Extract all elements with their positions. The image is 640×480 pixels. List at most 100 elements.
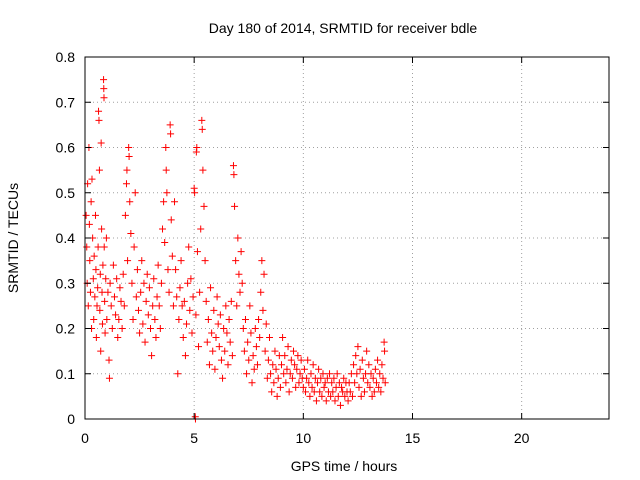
data-point bbox=[216, 311, 224, 319]
data-point bbox=[215, 343, 223, 351]
data-point bbox=[164, 266, 172, 274]
data-point bbox=[175, 315, 183, 323]
data-point bbox=[335, 379, 343, 387]
data-point bbox=[331, 397, 339, 405]
data-point bbox=[113, 275, 121, 283]
data-point bbox=[98, 288, 106, 296]
data-point bbox=[115, 315, 123, 323]
data-point bbox=[120, 302, 128, 310]
data-point bbox=[121, 211, 129, 219]
data-point bbox=[97, 347, 105, 355]
plot-frame bbox=[84, 56, 610, 420]
data-point bbox=[344, 397, 352, 405]
data-point bbox=[122, 180, 130, 188]
y-tick-label: 0.4 bbox=[56, 230, 76, 246]
data-point bbox=[376, 370, 384, 378]
data-point bbox=[292, 383, 300, 391]
data-point bbox=[188, 329, 196, 337]
data-point bbox=[248, 379, 256, 387]
data-point bbox=[346, 388, 354, 396]
data-point bbox=[252, 343, 260, 351]
y-axis: 0 0.1 0.2 0.3 0.4 0.5 0.6 0.7 0.8 bbox=[56, 49, 609, 427]
data-point bbox=[167, 216, 175, 224]
data-point bbox=[100, 85, 108, 93]
data-point bbox=[87, 198, 95, 206]
data-point bbox=[319, 370, 327, 378]
data-point bbox=[183, 320, 191, 328]
data-point bbox=[278, 361, 285, 369]
data-point bbox=[351, 379, 359, 387]
data-point bbox=[220, 325, 228, 332]
data-point bbox=[148, 352, 156, 360]
y-tick-label: 0 bbox=[67, 411, 75, 427]
data-point bbox=[100, 76, 108, 84]
data-point bbox=[191, 189, 199, 197]
data-point bbox=[96, 306, 104, 314]
data-point bbox=[257, 288, 265, 296]
data-point bbox=[98, 320, 106, 328]
data-point bbox=[367, 370, 375, 378]
x-tick-label: 10 bbox=[296, 430, 312, 446]
data-point bbox=[89, 275, 97, 283]
data-point bbox=[84, 302, 92, 310]
data-point bbox=[263, 374, 271, 382]
data-point bbox=[126, 198, 134, 206]
data-point bbox=[379, 374, 387, 382]
data-point bbox=[237, 248, 245, 256]
data-point bbox=[180, 297, 188, 305]
data-point bbox=[99, 261, 107, 269]
data-point bbox=[306, 392, 314, 400]
data-point bbox=[312, 397, 320, 405]
data-point bbox=[273, 392, 281, 400]
data-point bbox=[189, 293, 197, 301]
data-point bbox=[211, 365, 219, 373]
data-point bbox=[293, 365, 301, 373]
data-point bbox=[141, 338, 149, 346]
data-point bbox=[336, 401, 344, 409]
data-point bbox=[117, 297, 125, 305]
data-point bbox=[294, 352, 302, 360]
data-point bbox=[196, 288, 204, 296]
data-point bbox=[139, 320, 147, 328]
data-point bbox=[104, 288, 112, 296]
data-point bbox=[291, 361, 299, 369]
y-tick-label: 0.1 bbox=[56, 366, 76, 382]
x-axis-label: GPS time / hours bbox=[291, 458, 398, 474]
data-point bbox=[176, 284, 184, 292]
data-point bbox=[234, 234, 242, 242]
y-tick-label: 0.2 bbox=[56, 321, 76, 337]
data-point bbox=[269, 361, 277, 369]
data-point bbox=[265, 334, 273, 342]
data-point bbox=[162, 166, 170, 174]
data-point bbox=[178, 302, 186, 310]
data-point bbox=[203, 338, 211, 346]
data-point bbox=[162, 144, 170, 151]
data-point bbox=[193, 144, 201, 151]
data-point bbox=[251, 325, 259, 332]
data-point bbox=[173, 293, 181, 301]
data-point bbox=[323, 374, 331, 382]
data-point bbox=[114, 334, 122, 342]
data-point bbox=[370, 388, 378, 396]
data-point bbox=[185, 243, 193, 251]
data-point bbox=[145, 284, 153, 292]
data-point bbox=[295, 379, 303, 387]
data-point bbox=[320, 383, 328, 391]
data-point bbox=[195, 343, 203, 351]
data-point bbox=[240, 347, 248, 355]
data-point bbox=[202, 297, 210, 305]
data-point bbox=[322, 397, 330, 405]
data-point bbox=[318, 392, 326, 400]
data-point bbox=[198, 125, 206, 133]
data-point bbox=[95, 116, 103, 124]
data-point bbox=[153, 293, 161, 301]
data-point bbox=[92, 266, 100, 274]
data-point bbox=[253, 361, 261, 369]
data-point bbox=[232, 257, 240, 265]
data-point bbox=[100, 94, 108, 102]
data-point bbox=[138, 257, 146, 265]
data-point bbox=[116, 284, 124, 292]
y-tick-label: 0.3 bbox=[56, 275, 76, 291]
data-point bbox=[101, 297, 109, 305]
